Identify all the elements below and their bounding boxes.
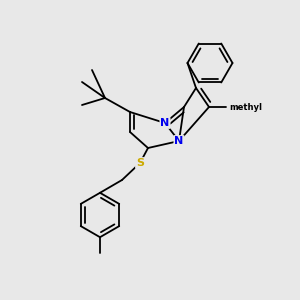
- Text: methyl: methyl: [229, 103, 262, 112]
- Text: N: N: [174, 136, 184, 146]
- Text: N: N: [160, 118, 169, 128]
- Text: S: S: [136, 158, 144, 168]
